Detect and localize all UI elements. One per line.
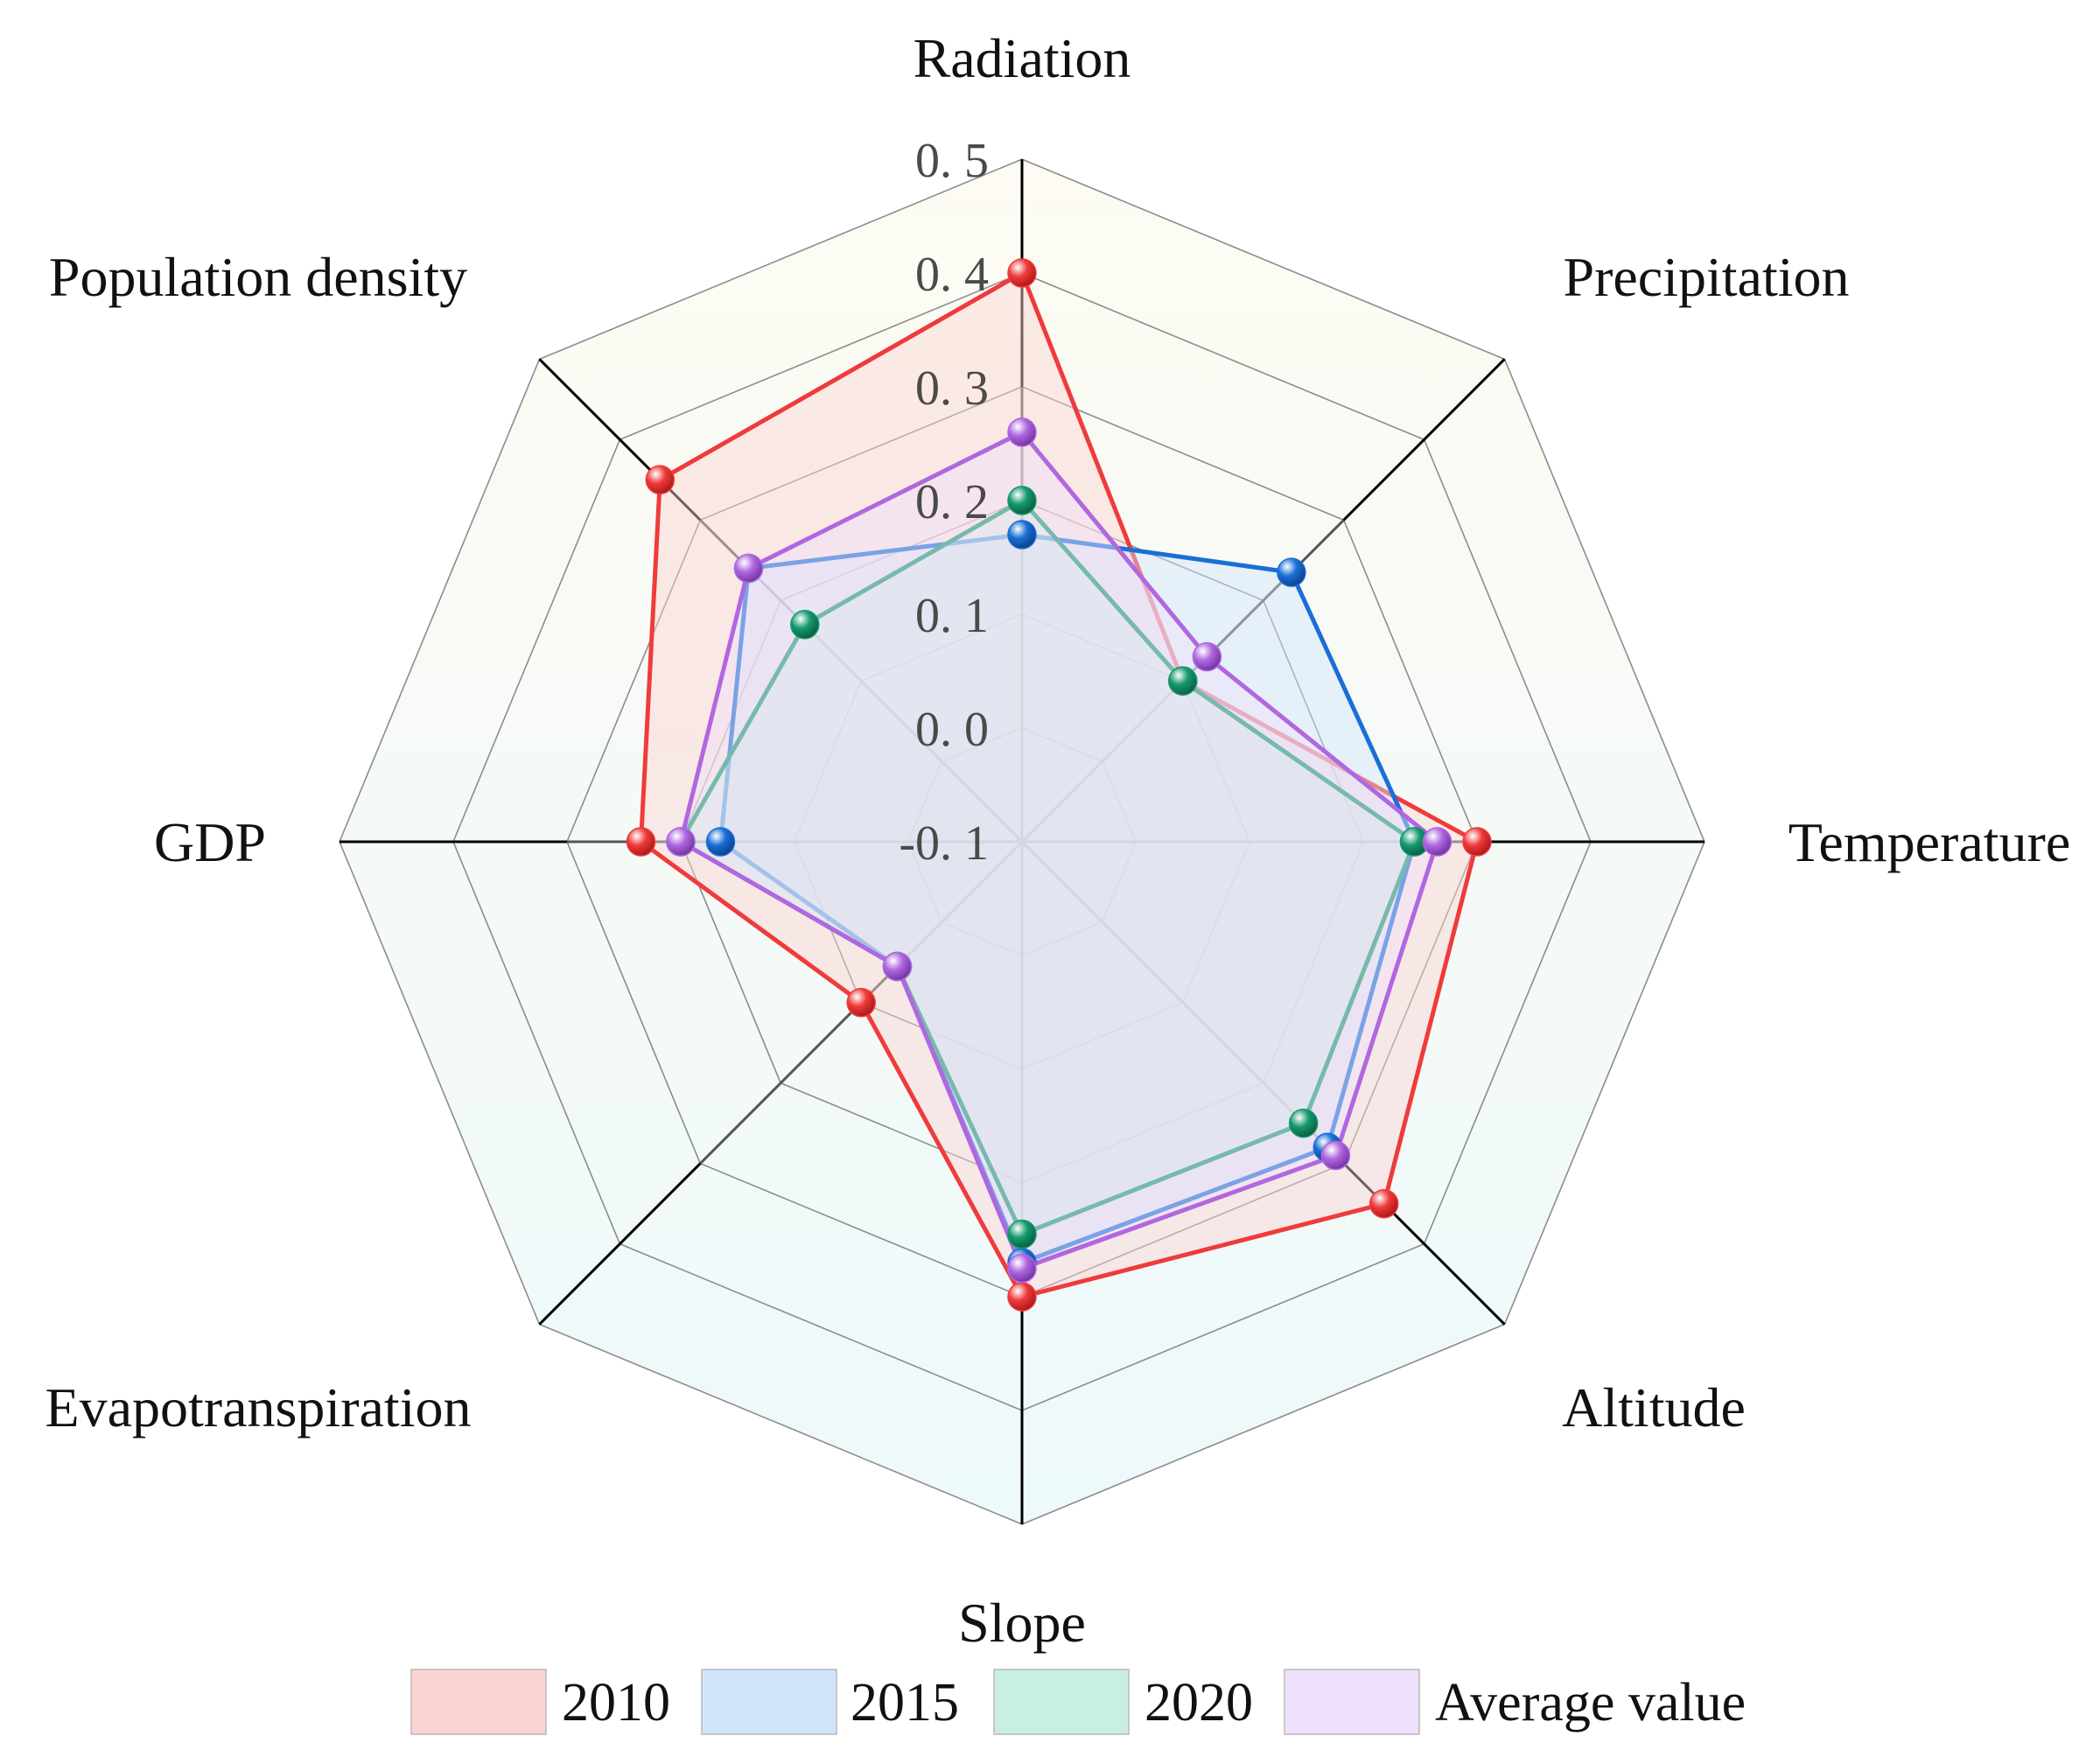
radial-tick-label: 0. 5 xyxy=(915,134,989,188)
data-point-average-value[interactable] xyxy=(666,827,696,857)
data-point-2010[interactable] xyxy=(846,988,876,1018)
data-point-2010[interactable] xyxy=(1368,1188,1399,1219)
data-point-2020[interactable] xyxy=(1007,1219,1037,1250)
data-point-2020[interactable] xyxy=(1007,486,1037,515)
radial-tick-label: 0. 4 xyxy=(915,248,989,302)
axis-label-altitude: Altitude xyxy=(1562,1376,1746,1438)
radial-tick-label: -0. 1 xyxy=(899,816,989,871)
legend-swatch xyxy=(1284,1669,1420,1735)
series-area-2010 xyxy=(640,273,1477,1297)
legend-label: 2020 xyxy=(1144,1673,1253,1732)
axis-spoke-outer xyxy=(1342,358,1506,522)
data-point-2015[interactable] xyxy=(1007,520,1037,550)
radial-tick-label: 0. 3 xyxy=(915,361,989,416)
data-point-average-value[interactable] xyxy=(882,951,913,982)
axis-spoke-outer xyxy=(538,358,702,522)
data-point-average-value[interactable] xyxy=(1422,827,1452,857)
axis-label-gdp: GDP xyxy=(154,811,266,873)
axis-label-precipitation: Precipitation xyxy=(1563,246,1849,308)
legend-label: 2015 xyxy=(850,1673,959,1732)
data-point-2010[interactable] xyxy=(1007,1282,1037,1312)
data-point-2020[interactable] xyxy=(1288,1108,1319,1138)
axis-label-slope: Slope xyxy=(958,1592,1086,1654)
data-point-2020[interactable] xyxy=(1168,666,1198,696)
data-point-average-value[interactable] xyxy=(733,553,764,584)
data-point-average-value[interactable] xyxy=(1007,417,1037,447)
axis-label-temperature: Temperature xyxy=(1788,811,2070,873)
legend-label: Average value xyxy=(1435,1673,1746,1732)
data-point-2010[interactable] xyxy=(645,465,676,495)
data-point-average-value[interactable] xyxy=(1007,1253,1037,1284)
legend-label: 2010 xyxy=(562,1673,670,1732)
series-area-2015 xyxy=(720,535,1415,1263)
data-point-2020[interactable] xyxy=(790,610,820,640)
axis-spoke-outer xyxy=(1342,1162,1506,1326)
data-point-2015[interactable] xyxy=(705,827,736,857)
axis-spoke-outer xyxy=(538,1162,702,1326)
radial-tick-label: 0. 2 xyxy=(915,475,989,529)
radial-tick-label: 0. 0 xyxy=(915,703,989,757)
axis-spoke xyxy=(1020,840,1345,1165)
data-point-average-value[interactable] xyxy=(1320,1140,1351,1171)
legend-swatch xyxy=(701,1669,837,1735)
radial-tick-label: 0. 1 xyxy=(915,589,989,643)
legend-swatch xyxy=(410,1669,547,1735)
axis-label-evapotranspiration: Evapotranspiration xyxy=(46,1376,472,1438)
data-point-2010[interactable] xyxy=(1462,827,1492,857)
data-point-2010[interactable] xyxy=(1007,258,1037,288)
axis-label-radiation: Radiation xyxy=(914,27,1131,89)
axis-label-population-density: Population density xyxy=(49,246,467,308)
data-point-average-value[interactable] xyxy=(1192,641,1222,672)
data-point-2010[interactable] xyxy=(626,827,656,857)
legend-swatch xyxy=(993,1669,1130,1735)
series-area-2020 xyxy=(681,500,1415,1235)
series-area-average-value xyxy=(681,432,1438,1269)
data-point-2015[interactable] xyxy=(1277,557,1306,587)
